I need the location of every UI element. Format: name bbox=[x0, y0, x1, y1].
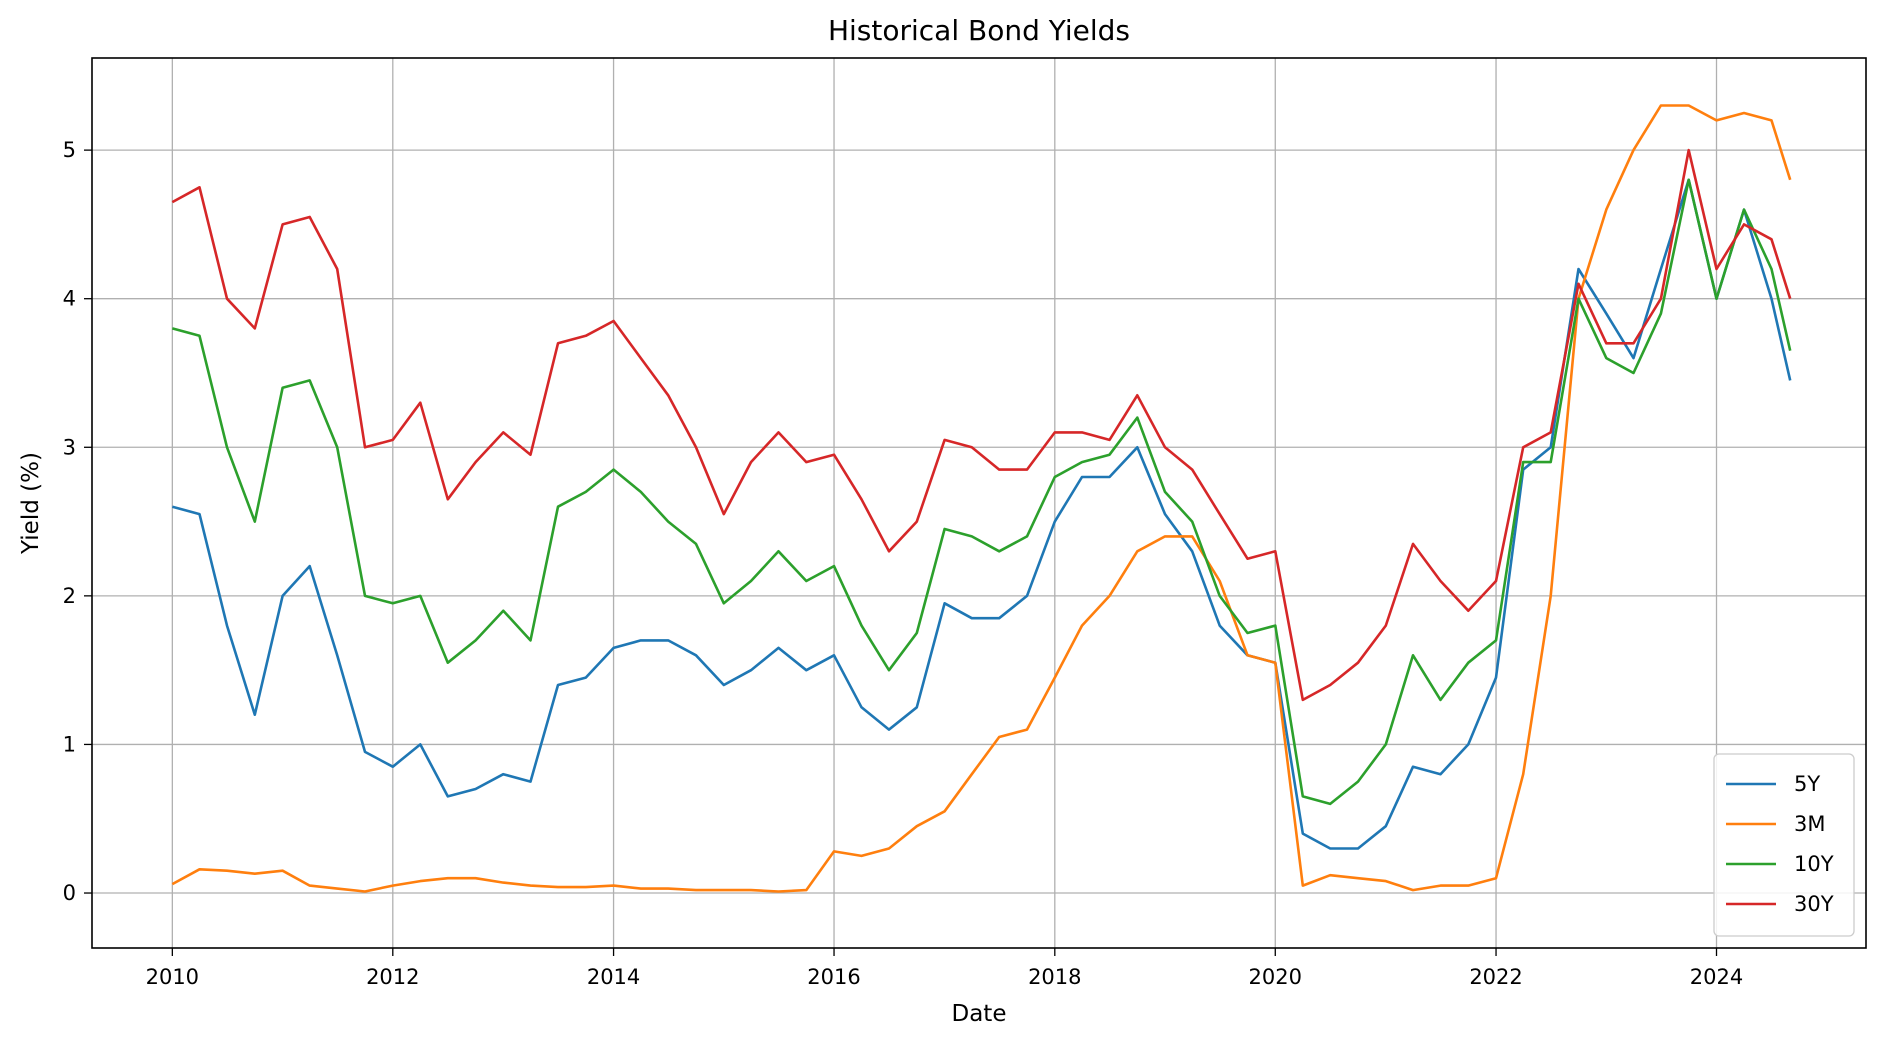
y-tick-label: 4 bbox=[63, 287, 76, 311]
legend-label: 30Y bbox=[1794, 892, 1834, 916]
y-tick-label: 5 bbox=[63, 138, 76, 162]
y-axis-label: Yield (%) bbox=[18, 452, 44, 555]
legend: 5Y 3M 10Y 30Y bbox=[1713, 753, 1855, 937]
y-tick-label: 2 bbox=[63, 584, 76, 608]
x-tick-label: 2022 bbox=[1469, 965, 1522, 989]
legend-label: 5Y bbox=[1794, 772, 1820, 796]
legend-label: 10Y bbox=[1794, 852, 1834, 876]
series-line-10y bbox=[171, 178, 1792, 806]
x-tick-label: 2010 bbox=[146, 965, 199, 989]
x-tick-label: 2024 bbox=[1690, 965, 1743, 989]
series-line-30y bbox=[171, 148, 1792, 702]
x-tick-label: 2020 bbox=[1249, 965, 1302, 989]
series-lines bbox=[171, 104, 1792, 893]
legend-label: 3M bbox=[1794, 812, 1825, 836]
series-line-5y bbox=[171, 178, 1792, 850]
axis-ticks: 2010 2012 2014 2016 2018 2020 2022 2024 0 1 2 3 4 5 bbox=[63, 138, 1744, 989]
x-tick-label: 2018 bbox=[1028, 965, 1081, 989]
plot-frame bbox=[91, 57, 1867, 949]
y-tick-label: 0 bbox=[63, 881, 76, 905]
y-tick-label: 1 bbox=[63, 732, 76, 756]
chart-title: Historical Bond Yields bbox=[828, 14, 1130, 47]
legend-box bbox=[1713, 753, 1855, 937]
x-axis-label: Date bbox=[952, 1001, 1007, 1027]
series-line-3m bbox=[171, 104, 1792, 893]
grid bbox=[92, 58, 1866, 948]
y-tick-label: 3 bbox=[63, 435, 76, 459]
x-tick-label: 2014 bbox=[587, 965, 640, 989]
x-tick-label: 2012 bbox=[366, 965, 419, 989]
x-tick-label: 2016 bbox=[807, 965, 860, 989]
